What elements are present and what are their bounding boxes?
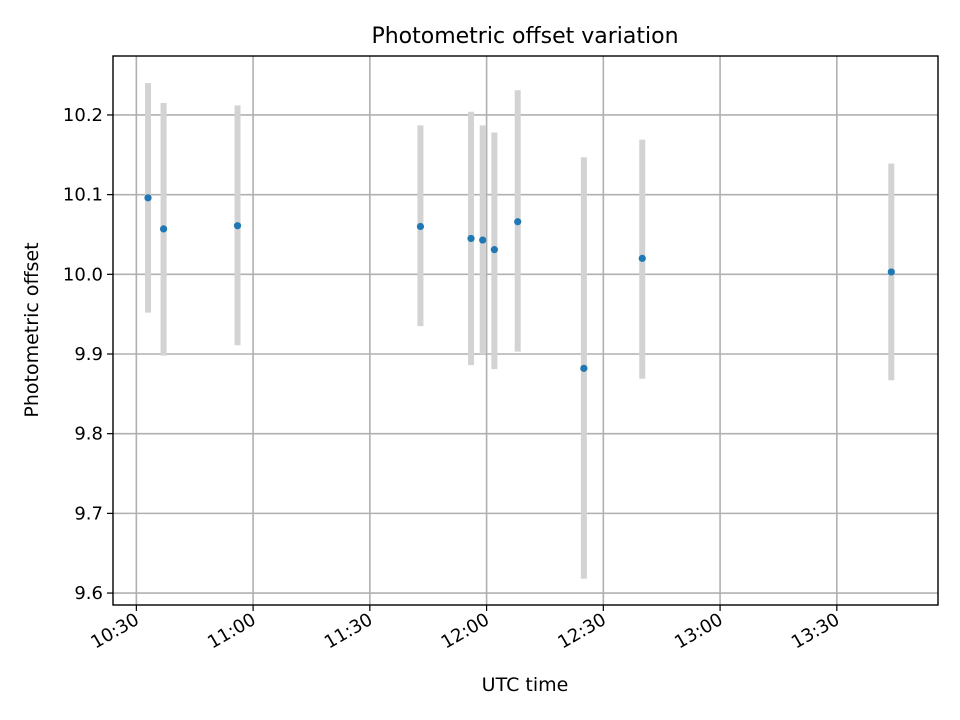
x-tick-label: 13:00 [671, 609, 726, 653]
x-tick-label: 13:30 [788, 609, 843, 653]
data-point [159, 225, 168, 233]
plot-frame [112, 55, 939, 606]
x-tick-label: 10:30 [87, 609, 142, 653]
y-tick-label: 9.8 [74, 424, 103, 445]
data-point [467, 234, 475, 243]
x-tick-label: 12:30 [554, 609, 609, 653]
y-tick-label: 9.9 [74, 344, 103, 365]
data-point [638, 254, 646, 262]
y-tick-label: 10.1 [63, 185, 103, 206]
data-point [416, 222, 425, 231]
data-point [490, 246, 498, 254]
data-point [144, 194, 152, 202]
y-tick-label: 10.0 [63, 264, 103, 285]
data-point [887, 268, 895, 276]
x-tick-label: 11:00 [204, 609, 259, 653]
y-tick-label: 9.7 [74, 503, 103, 524]
y-tick-label: 10.2 [63, 105, 103, 126]
y-tick-label: 9.6 [74, 583, 103, 604]
data-point [233, 222, 242, 230]
chart-title: Photometric offset variation [371, 24, 678, 49]
x-tick-label: 11:30 [321, 609, 376, 653]
x-axis-label: UTC time [482, 674, 569, 696]
data-point [514, 218, 522, 226]
data-point [580, 364, 588, 372]
plot-area: 10:30 11:00 11:30 12:00 12:30 13:00 13:30 9.6 9.… [63, 55, 939, 653]
data-point [479, 236, 487, 244]
y-axis-label: Photometric offset [21, 242, 43, 417]
x-tick-label: 12:00 [438, 609, 493, 653]
